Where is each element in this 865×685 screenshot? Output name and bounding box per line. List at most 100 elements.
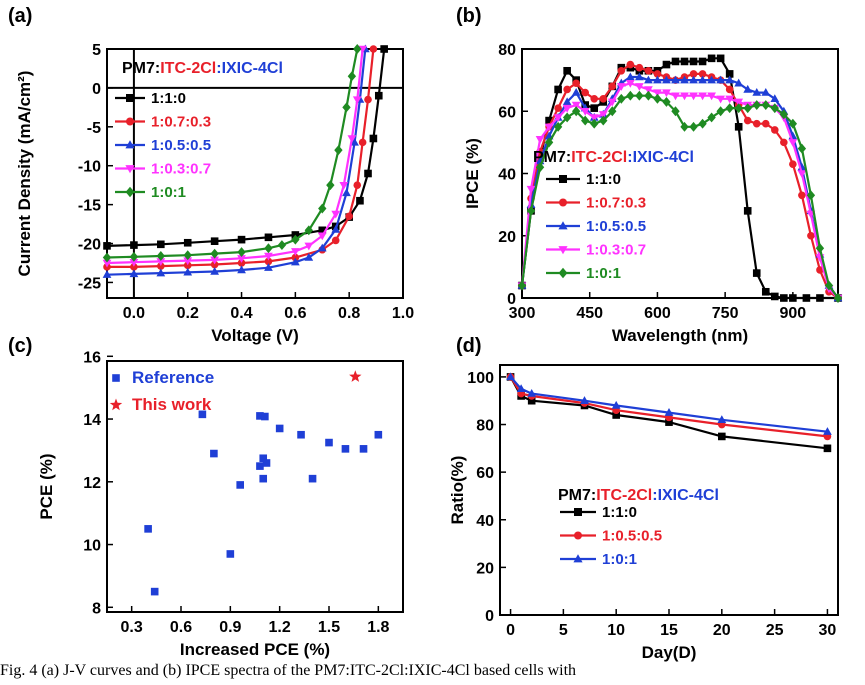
data-point: [144, 525, 152, 533]
data-point: [680, 75, 689, 84]
data-point: [743, 103, 752, 114]
legend-label: 1:0.5:0.5: [602, 528, 662, 545]
data-point: [129, 258, 139, 267]
data-point: [635, 72, 644, 81]
data-point: [616, 83, 626, 91]
data-point: [761, 119, 770, 128]
plot-frame: [521, 48, 839, 299]
x-tick-label: 1.5: [318, 619, 340, 636]
data-point: [130, 241, 138, 249]
data-point: [698, 75, 707, 84]
series-1-0-5-0-5: [506, 373, 832, 441]
data-point: [698, 70, 707, 78]
data-point: [264, 243, 273, 254]
data-point: [816, 294, 824, 302]
data-point: [331, 236, 340, 245]
data-point: [581, 88, 589, 97]
data-point: [380, 45, 388, 53]
legend-title-part: :IXIC-4Cl: [216, 60, 283, 77]
data-point: [236, 481, 244, 489]
x-tick-label: 900: [780, 305, 807, 322]
data-point: [823, 427, 832, 435]
data-point: [743, 116, 752, 125]
data-point: [671, 57, 680, 66]
data-point: [644, 86, 653, 95]
legend: PM7:ITC-2Cl:IXIC-4Cl 1:1:0 1:0.7:0.3 1:0.5:…: [115, 60, 283, 201]
legend-label: 1:1:0: [586, 171, 621, 188]
panel-a: (a) 0.0 0.2 0.4 0.6 0.8 1.0 5 0 -5 -10 -15 -20 -25 Vol…: [8, 5, 414, 345]
data-point: [210, 256, 220, 265]
series-1-0-1: [102, 44, 362, 263]
panel-label: (c): [8, 335, 32, 357]
series-line: [509, 376, 828, 438]
data-point: [352, 96, 362, 105]
data-point: [526, 205, 536, 216]
data-point: [689, 57, 698, 66]
data-point: [526, 185, 536, 194]
data-point: [725, 95, 735, 104]
data-point: [198, 410, 207, 419]
data-point: [374, 430, 383, 439]
legend-title-part: :IXIC-4Cl: [627, 149, 694, 166]
x-tick-label: 1.2: [269, 619, 291, 636]
series-line: [106, 48, 359, 259]
x-tick-label: 0.3: [121, 619, 143, 636]
series-line: [106, 48, 386, 247]
data-point: [290, 257, 300, 266]
data-point: [237, 235, 246, 244]
data-point: [325, 438, 333, 447]
data-point: [157, 240, 165, 249]
legend-marker: [574, 531, 582, 540]
data-point: [129, 251, 139, 262]
data-point: [644, 75, 653, 84]
x-tick-label: 300: [509, 305, 536, 322]
data-point: [824, 280, 834, 291]
x-tick-label: 0.9: [219, 619, 241, 636]
data-point: [358, 45, 368, 54]
legend-marker: [125, 186, 135, 198]
data-point: [581, 115, 590, 126]
data-point: [725, 85, 734, 94]
legend-title-part: PM7:: [533, 149, 571, 166]
y-tick-label: 80: [476, 418, 494, 435]
y-tick-label: -15: [78, 198, 101, 215]
data-point: [608, 106, 617, 117]
data-point: [780, 294, 788, 302]
data-point: [716, 54, 725, 63]
data-point: [698, 92, 707, 101]
y-tick-label: 80: [498, 42, 516, 59]
legend-label: This work: [132, 395, 212, 414]
legend-title-part: PM7:: [122, 60, 160, 77]
series-1-0-5-0-5: [102, 44, 370, 278]
data-point: [689, 121, 698, 132]
data-point: [308, 474, 317, 483]
data-point: [833, 293, 843, 303]
y-tick-label: 20: [498, 229, 516, 246]
y-tick-label: 40: [476, 513, 494, 530]
data-point: [102, 252, 112, 263]
data-point: [770, 103, 779, 114]
data-point: [671, 92, 680, 101]
x-tick-label: 10: [607, 622, 625, 639]
data-point: [599, 115, 608, 126]
legend-label: 1:1:0: [151, 90, 186, 107]
x-tick-label: 0.2: [177, 305, 199, 322]
data-point: [599, 95, 608, 103]
data-point: [644, 66, 653, 75]
data-point: [506, 372, 515, 381]
data-point: [156, 251, 165, 261]
data-point: [156, 268, 166, 277]
panel-d: (d) 0 5 10 15 20 25 30 0 20 40 60 80 100 Day(D) Ratio(%…: [448, 335, 839, 662]
legend-title-part: ITC-2Cl: [596, 487, 652, 504]
data-point: [345, 212, 353, 221]
data-point: [318, 203, 327, 214]
y-tick-label: 60: [498, 104, 516, 121]
data-point: [788, 118, 798, 129]
data-point: [150, 587, 159, 596]
figure: (a) 0.0 0.2 0.4 0.6 0.8 1.0 5 0 -5 -10 -15 -20 -25 Vol…: [8, 5, 843, 662]
data-point: [554, 85, 562, 94]
data-point: [608, 82, 617, 91]
legend-marker: [573, 554, 583, 563]
data-point: [563, 66, 571, 75]
